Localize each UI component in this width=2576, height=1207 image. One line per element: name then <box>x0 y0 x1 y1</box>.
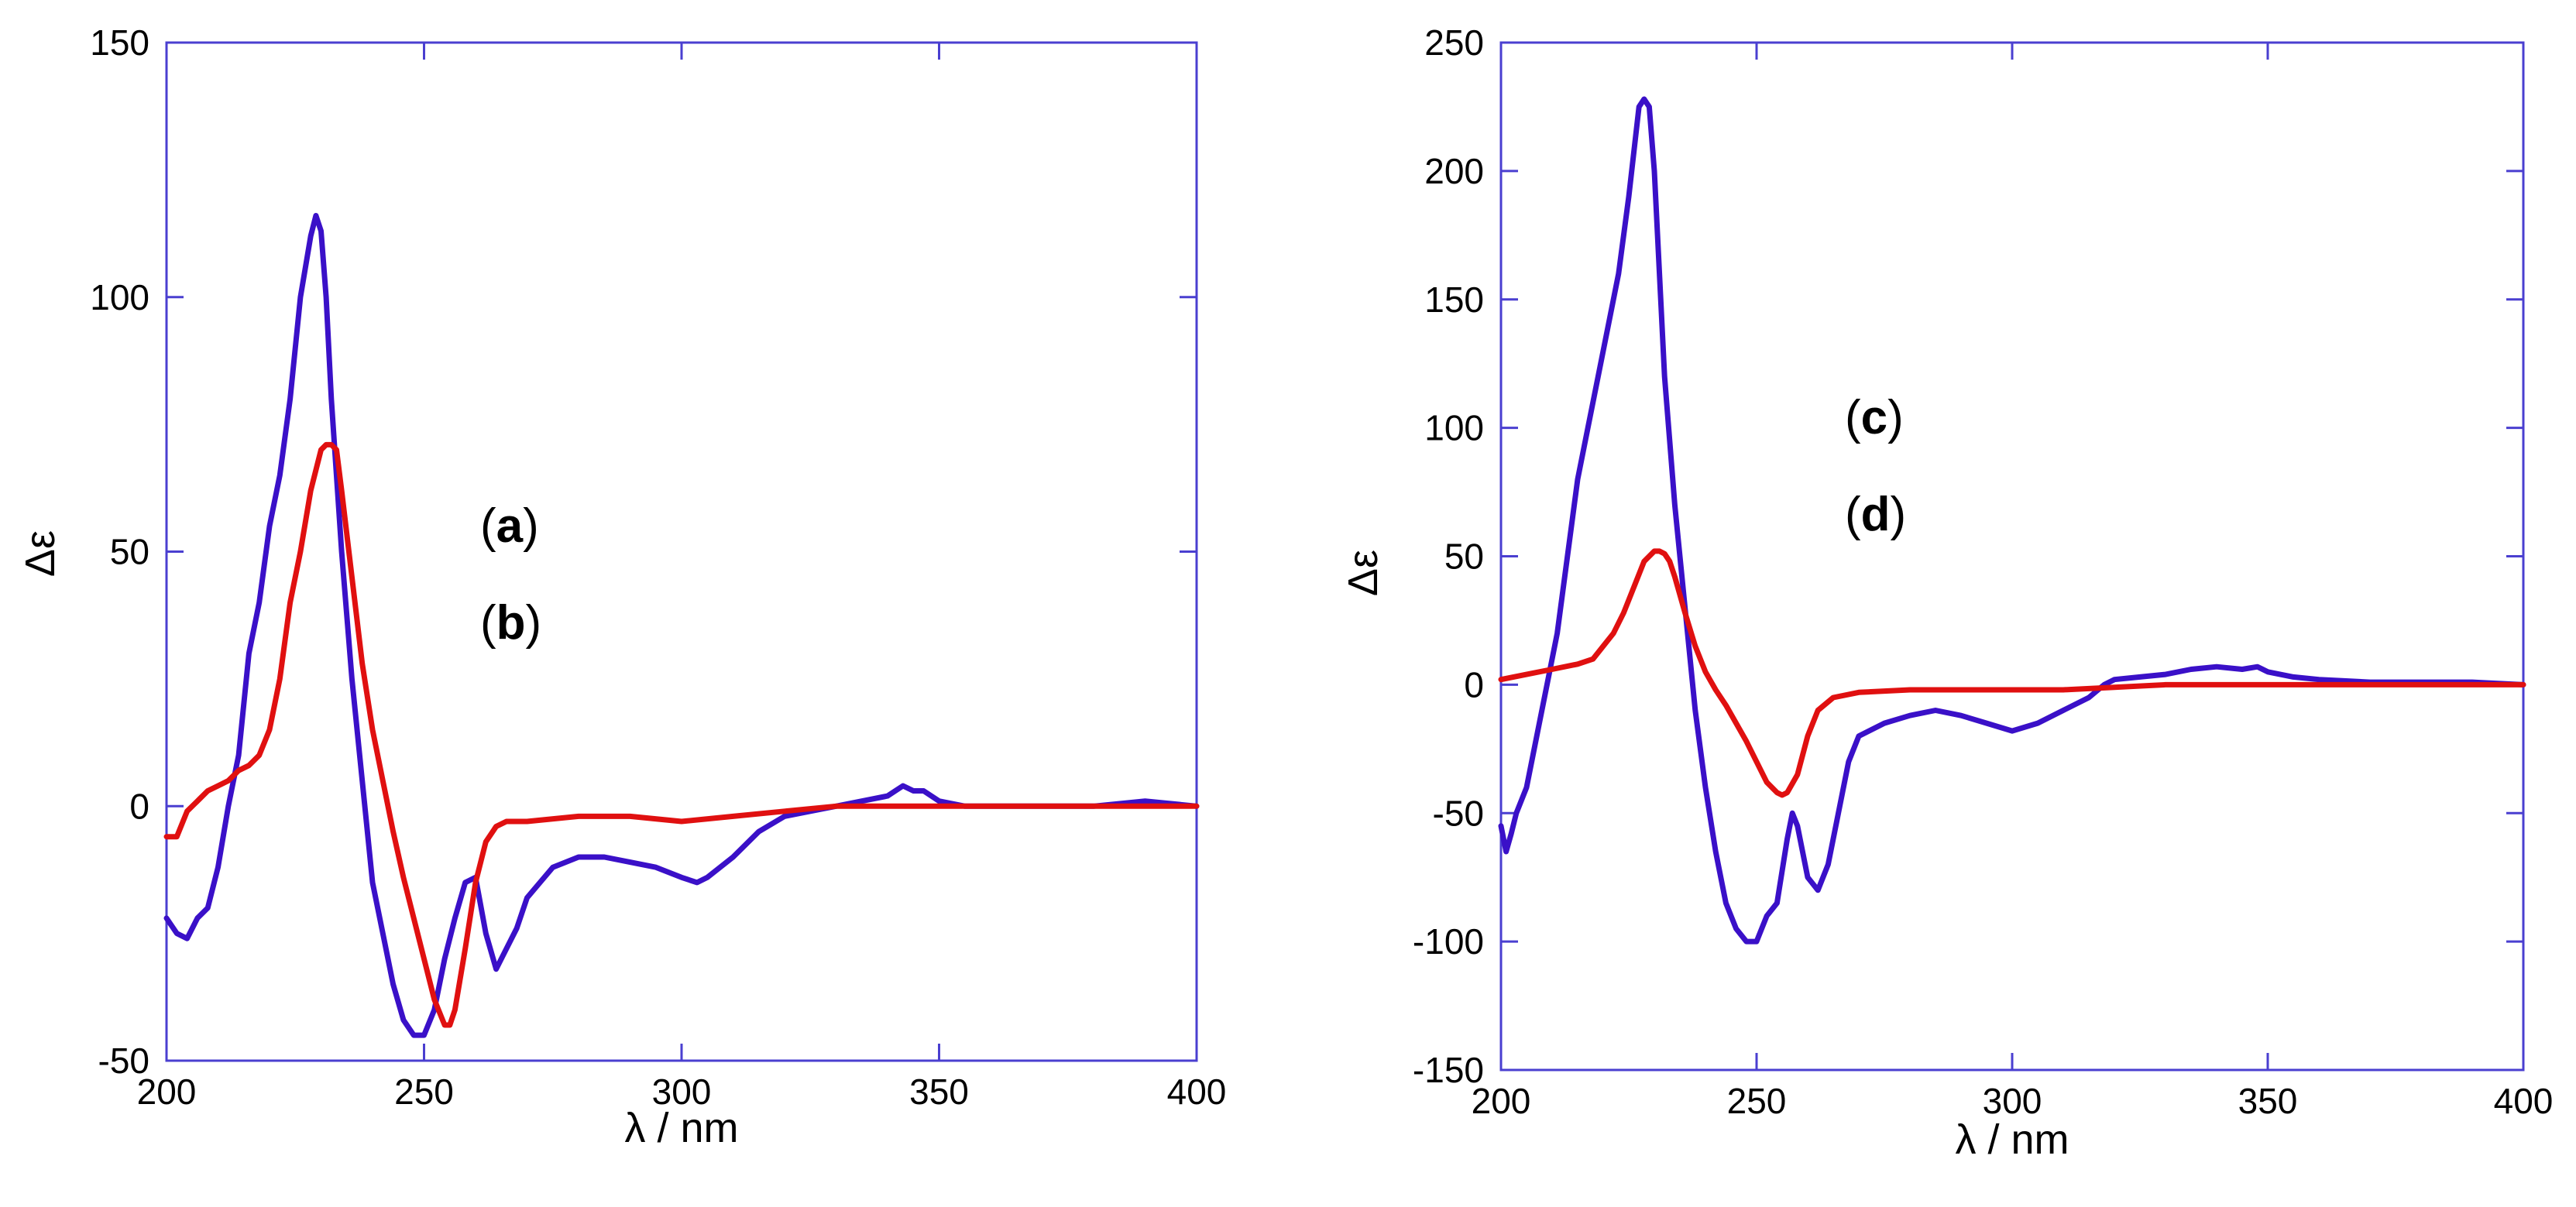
series-line-red <box>163 441 1200 1028</box>
y-axis-label: Δε <box>17 530 64 577</box>
series-line-red <box>1498 548 2526 798</box>
x-tick-label: 350 <box>2238 1081 2298 1121</box>
x-tick-label: 400 <box>2494 1081 2554 1121</box>
y-tick-label: -50 <box>1433 793 1484 833</box>
y-tick-label: 50 <box>110 532 149 572</box>
x-tick-label: 300 <box>1983 1081 2042 1121</box>
series-line-blue <box>1498 96 2526 945</box>
chart-panel-right: 200 250 300 350 400 -150 -100 -50 0 50 100 150 200 25… <box>1340 22 2553 1163</box>
y-tick-label: 200 <box>1424 151 1484 191</box>
chart-panel-left: 200 250 300 350 400 -50 0 50 100 150 λ / nm Δε (a) (b… <box>17 22 1226 1151</box>
panel-tag-b: (b) <box>480 596 541 650</box>
panel-tag-c: (c) <box>1845 391 1904 444</box>
x-tick-label: 350 <box>909 1072 969 1112</box>
series-line-blue <box>163 213 1200 1038</box>
y-tick-label: 50 <box>1444 537 1484 577</box>
x-axis-label: λ / nm <box>624 1105 738 1151</box>
y-tick-label: 150 <box>90 22 149 63</box>
panel-tag-d: (d) <box>1845 488 1906 541</box>
plot-frame <box>165 41 1198 1062</box>
y-tick-label: 100 <box>90 277 149 317</box>
y-axis-label: Δε <box>1340 550 1386 596</box>
x-tick-label: 250 <box>1727 1081 1787 1121</box>
x-tick-label: 250 <box>394 1072 454 1112</box>
x-tick-label: 300 <box>652 1072 712 1112</box>
x-tick-label: 200 <box>137 1072 197 1112</box>
y-tick-label: 150 <box>1424 279 1484 320</box>
x-tick-label: 400 <box>1167 1072 1227 1112</box>
x-tick-label: 200 <box>1472 1081 1531 1121</box>
panel-tag-a: (a) <box>480 499 539 553</box>
y-tick-label: 250 <box>1424 22 1484 63</box>
y-tick-label: 0 <box>129 786 149 826</box>
y-tick-label: 100 <box>1424 408 1484 448</box>
y-tick-label: -100 <box>1413 921 1484 962</box>
y-tick-label: -50 <box>98 1041 149 1081</box>
y-tick-label: -150 <box>1413 1050 1484 1090</box>
x-axis-label: λ / nm <box>1955 1116 2069 1163</box>
y-tick-label: 0 <box>1464 664 1484 705</box>
